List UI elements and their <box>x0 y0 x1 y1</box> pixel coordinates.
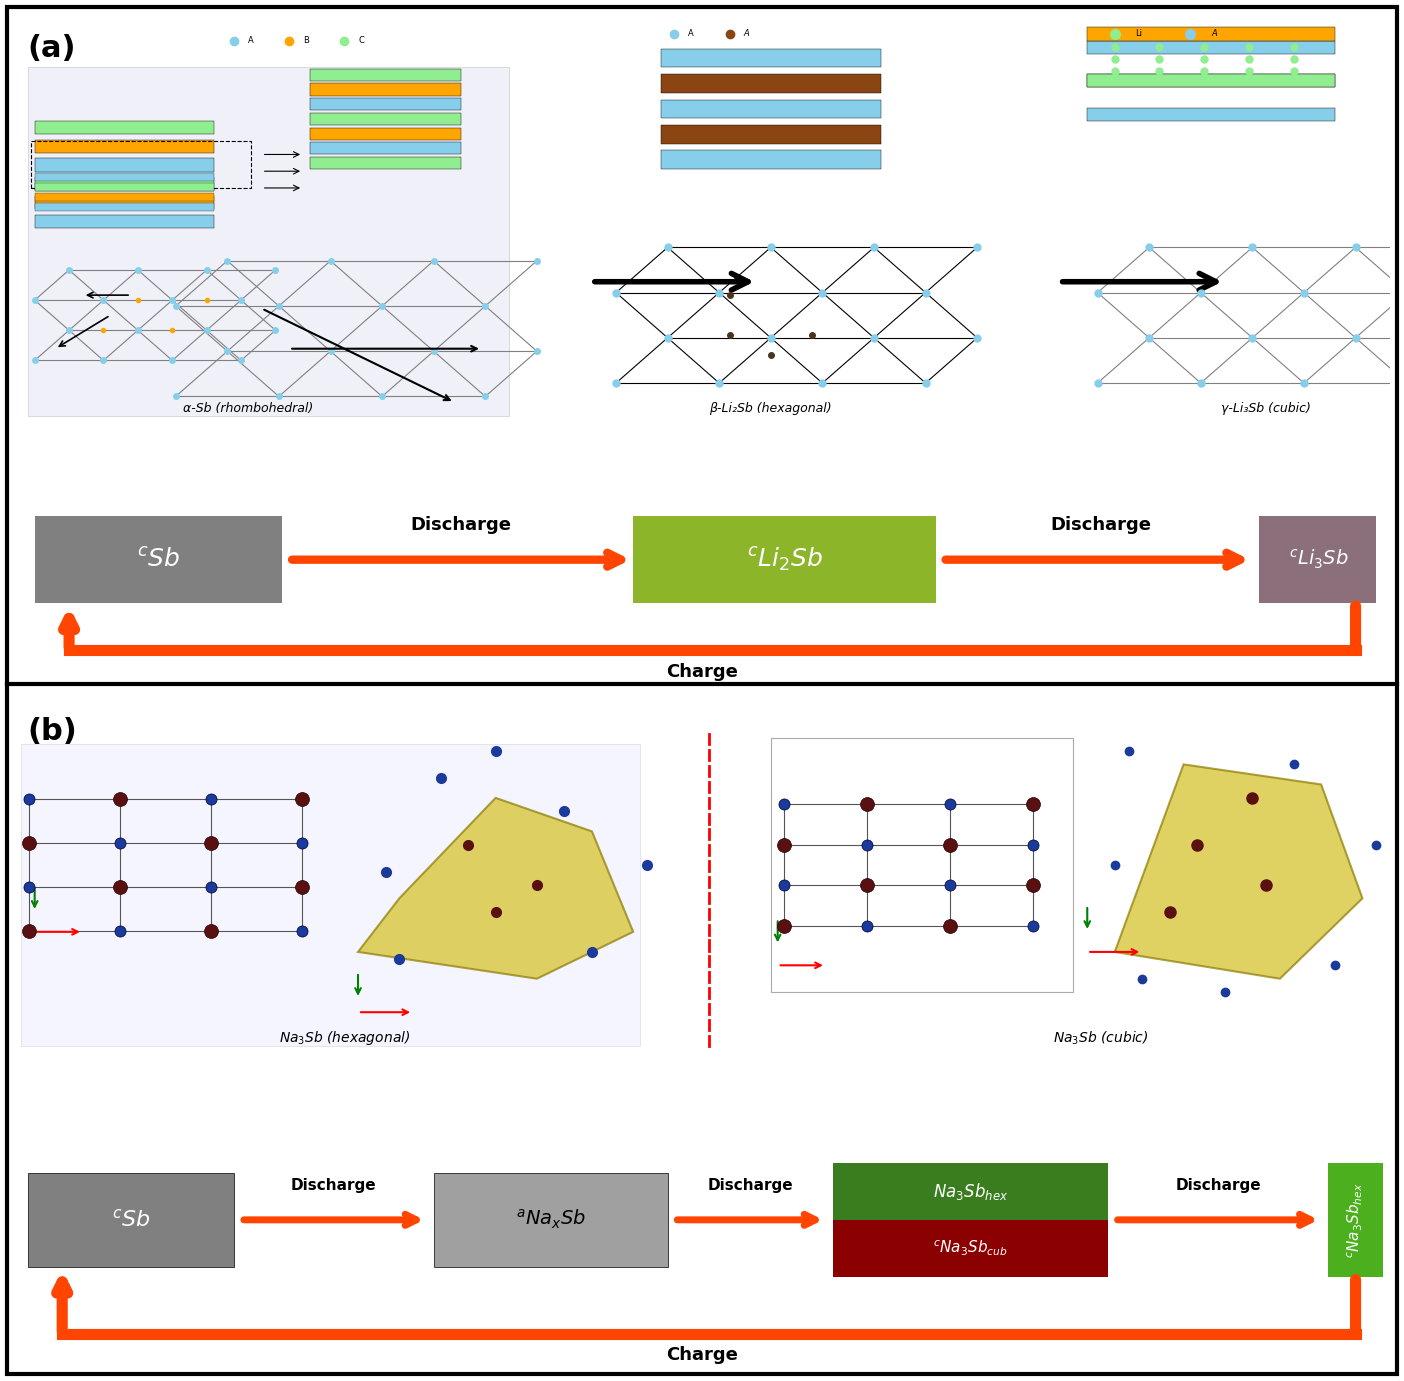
Text: (a): (a) <box>28 35 76 64</box>
Text: β-Li₂Sb (hexagonal): β-Li₂Sb (hexagonal) <box>709 402 833 416</box>
Bar <box>661 75 880 93</box>
Text: $Na_3Sb$ (cubic): $Na_3Sb$ (cubic) <box>1053 1029 1148 1047</box>
Text: Charge: Charge <box>665 663 739 681</box>
Bar <box>661 48 880 68</box>
Bar <box>661 99 880 119</box>
Bar <box>35 196 213 210</box>
Polygon shape <box>358 798 633 979</box>
Bar <box>35 193 213 202</box>
Text: Discharge: Discharge <box>411 515 511 533</box>
Bar <box>310 113 462 126</box>
Bar <box>1087 75 1335 87</box>
Bar <box>35 139 213 153</box>
Bar <box>833 1163 1108 1219</box>
Text: A: A <box>1212 29 1217 39</box>
Bar <box>35 173 213 181</box>
Bar <box>35 122 213 134</box>
Bar <box>28 68 510 416</box>
Bar <box>771 737 1074 992</box>
Bar <box>310 157 462 170</box>
Text: $^cSb$: $^cSb$ <box>112 1208 150 1230</box>
Text: $^cSb$: $^cSb$ <box>138 548 180 572</box>
Text: $Na_3Sb$ (hexagonal): $Na_3Sb$ (hexagonal) <box>278 1029 410 1047</box>
Bar <box>1087 75 1335 87</box>
Bar <box>833 1219 1108 1277</box>
Bar <box>310 142 462 155</box>
Text: $^cNa_3Sb_{cub}$: $^cNa_3Sb_{cub}$ <box>932 1239 1008 1258</box>
Text: A: A <box>688 29 694 39</box>
Text: Discharge: Discharge <box>291 1178 376 1193</box>
Bar <box>310 127 462 139</box>
Text: Li: Li <box>1136 29 1143 39</box>
Bar <box>1087 28 1335 40</box>
Bar <box>661 126 880 144</box>
Text: $^cNa_3Sb_{hex}$: $^cNa_3Sb_{hex}$ <box>1346 1182 1365 1258</box>
Bar <box>35 184 213 192</box>
Text: $^cLi_3Sb$: $^cLi_3Sb$ <box>1289 548 1348 572</box>
Text: C: C <box>358 36 364 46</box>
Text: $^aNa_xSb$: $^aNa_xSb$ <box>515 1208 585 1232</box>
Bar <box>1087 108 1335 122</box>
Text: Charge: Charge <box>665 1346 739 1364</box>
Bar <box>1328 1163 1383 1277</box>
Bar <box>31 141 251 188</box>
Bar <box>35 177 213 191</box>
Text: B: B <box>303 36 309 46</box>
Bar <box>35 159 213 171</box>
Bar <box>21 744 640 1045</box>
Text: A: A <box>249 36 254 46</box>
Text: γ-Li₃Sb (cubic): γ-Li₃Sb (cubic) <box>1221 402 1311 416</box>
Text: Discharge: Discharge <box>1175 1178 1261 1193</box>
Bar <box>310 83 462 95</box>
Bar <box>35 215 213 228</box>
Text: Discharge: Discharge <box>708 1178 793 1193</box>
Bar <box>1087 40 1335 54</box>
Bar <box>35 516 282 603</box>
Bar <box>633 516 936 603</box>
Text: Discharge: Discharge <box>1050 515 1151 533</box>
Bar <box>310 98 462 110</box>
Bar <box>35 203 213 211</box>
Bar <box>661 151 880 170</box>
Text: $^cLi_2Sb$: $^cLi_2Sb$ <box>747 545 823 573</box>
Text: A: A <box>743 29 748 39</box>
Text: α-Sb (rhombohedral): α-Sb (rhombohedral) <box>183 402 313 416</box>
Polygon shape <box>1115 765 1362 979</box>
Bar <box>434 1172 668 1266</box>
Text: (b): (b) <box>28 718 77 747</box>
Text: $Na_3Sb_{hex}$: $Na_3Sb_{hex}$ <box>932 1181 1008 1201</box>
Bar <box>310 69 462 80</box>
Bar <box>28 1172 234 1266</box>
Bar <box>1259 516 1376 603</box>
